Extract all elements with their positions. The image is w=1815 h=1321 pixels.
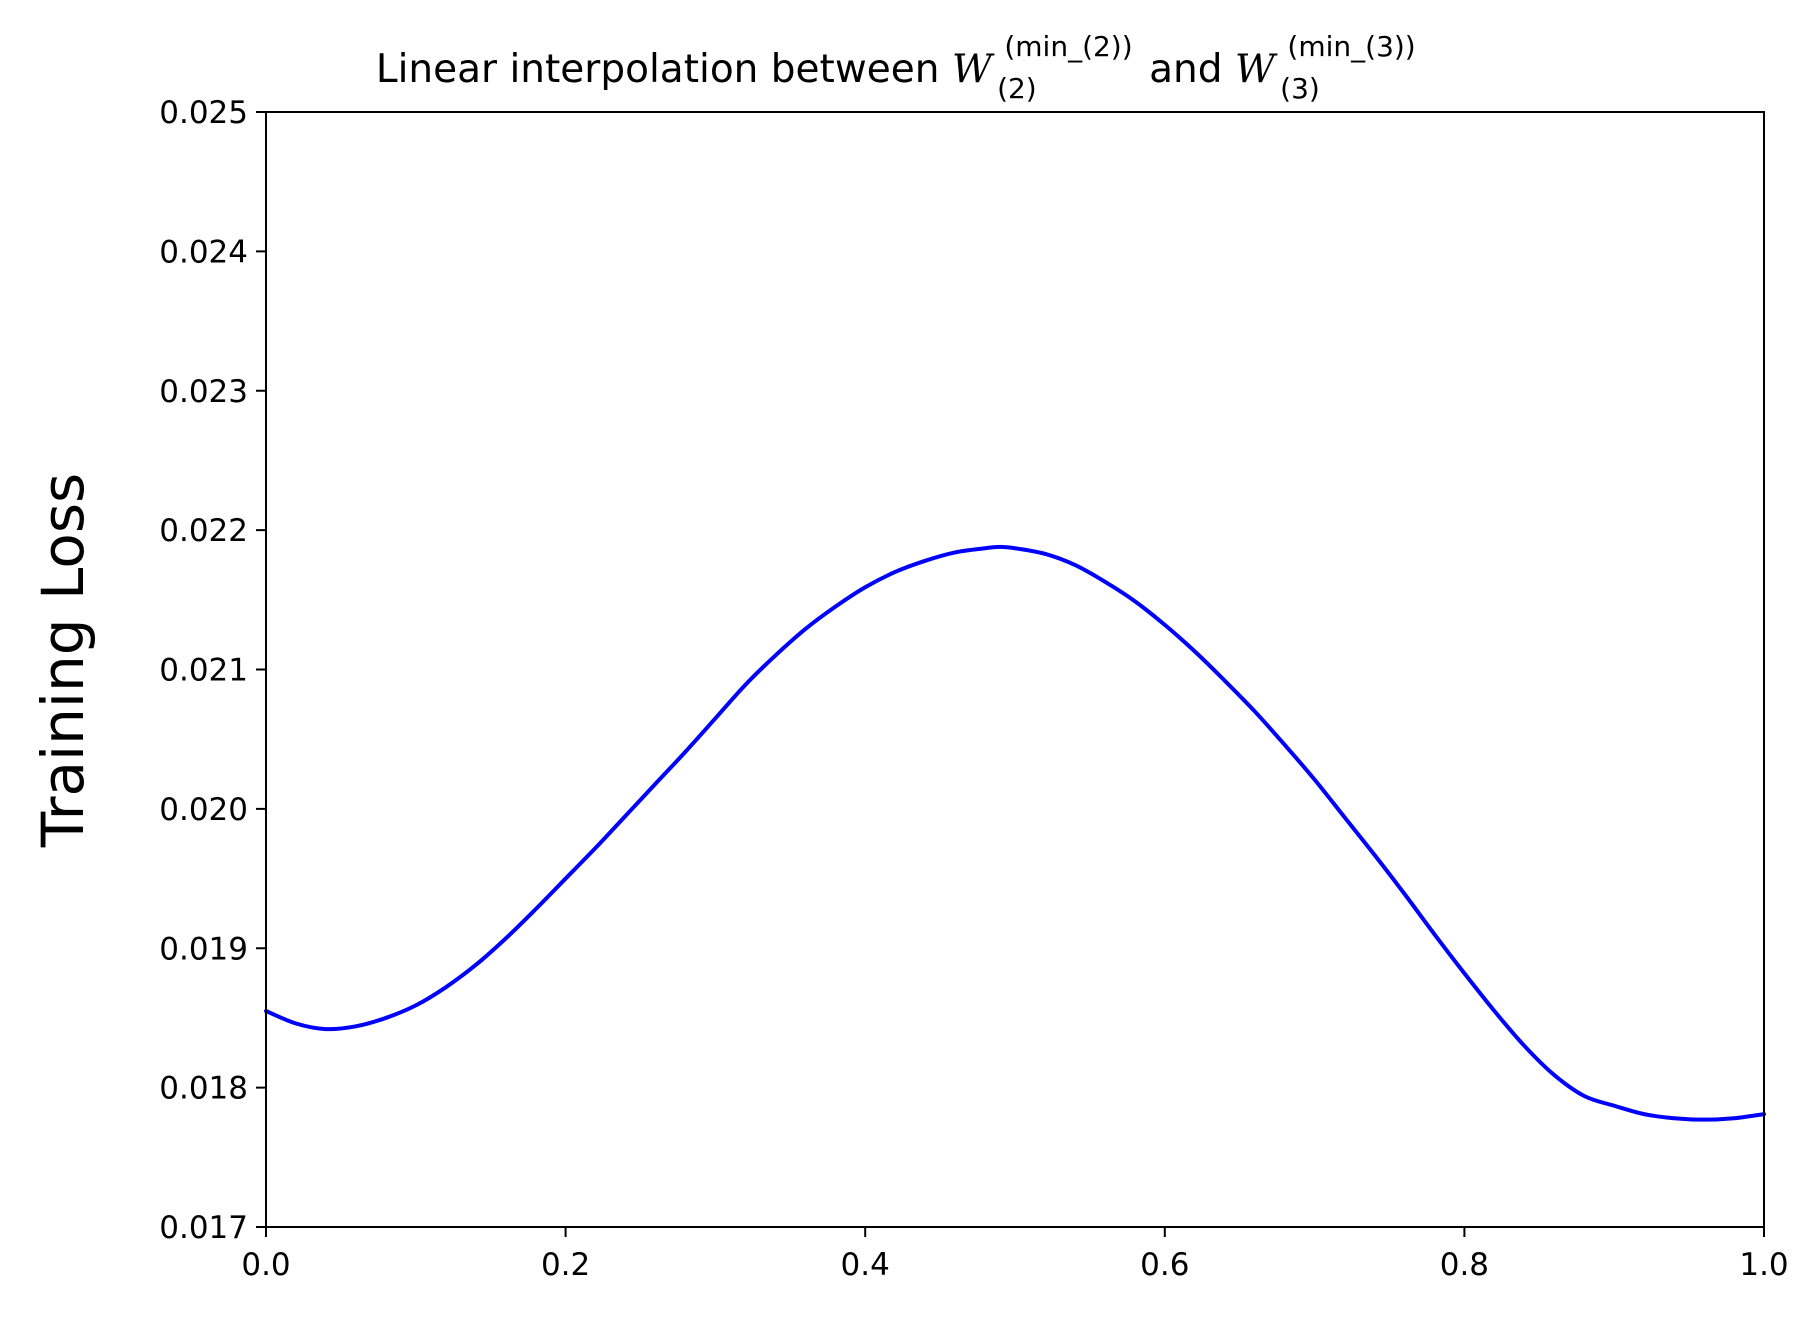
title-w2-subscript: (3) — [1280, 72, 1320, 105]
training-loss-line — [264, 544, 1766, 1122]
x-tick-label: 0.2 — [541, 1247, 590, 1283]
x-tick-label: 0.4 — [841, 1247, 890, 1283]
y-tick-label: 0.022 — [159, 513, 248, 549]
y-tick-label: 0.019 — [159, 931, 248, 967]
y-tick-label: 0.018 — [159, 1071, 248, 1107]
y-tick-label: 0.023 — [159, 374, 248, 410]
y-tick-label: 0.024 — [159, 234, 248, 270]
title-w1-subscript: (2) — [997, 72, 1037, 105]
x-tick-label: 0.6 — [1140, 1247, 1189, 1283]
x-tick-label: 1.0 — [1739, 1247, 1788, 1283]
title-w2-symbol: W — [1235, 47, 1278, 92]
title-connector: and — [1149, 47, 1235, 92]
y-tick-label: 0.020 — [159, 792, 248, 828]
y-tick-label: 0.017 — [159, 1210, 248, 1246]
y-axis-label: Training Loss — [29, 473, 97, 849]
plot-series — [264, 544, 1766, 1122]
chart-title: Linear interpolation between W (min_(2))… — [376, 21, 1428, 108]
x-axis-ticks: 0.0 0.2 0.4 0.6 0.8 1.0 — [241, 1227, 1789, 1283]
title-w2-superscript: (min_(3)) — [1287, 30, 1415, 63]
y-axis-ticks: 0.017 0.018 0.019 0.020 0.021 0.022 0.023 0.024… — [159, 95, 266, 1246]
x-tick-label: 0.0 — [241, 1247, 290, 1283]
title-w1-symbol: W — [952, 47, 995, 92]
y-tick-label: 0.021 — [159, 653, 248, 689]
title-prefix: Linear interpolation between — [376, 47, 952, 92]
plot-area-frame — [265, 111, 1765, 1228]
title-w1-superscript: (min_(2)) — [1004, 30, 1132, 63]
x-tick-label: 0.8 — [1440, 1247, 1489, 1283]
y-tick-label: 0.025 — [159, 95, 248, 131]
